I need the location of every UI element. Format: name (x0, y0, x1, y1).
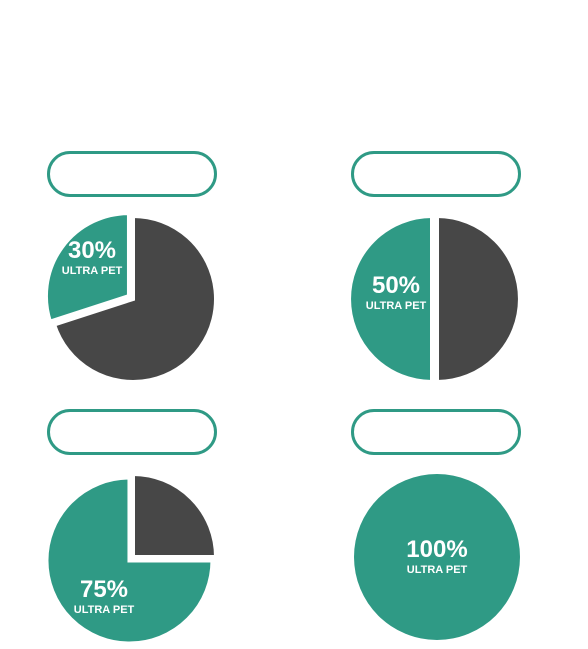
chart-50-percent: 50% ULTRA PET (347, 151, 551, 391)
percent-label: 75% (80, 576, 128, 603)
label-pill (47, 409, 217, 455)
chart-100-percent: 100% ULTRA PET (351, 409, 551, 649)
chart-75-percent: 75% ULTRA PET (44, 409, 247, 649)
label-pill (47, 151, 217, 197)
pie-slice-ultra-pet (44, 211, 131, 325)
pie-slice-remainder (435, 213, 522, 385)
pie-chart: 75%ULTRA PET (44, 471, 219, 646)
pie-chart: 30%ULTRA PET (44, 211, 218, 384)
label-pill (351, 151, 521, 197)
pie-slice-ultra-pet (44, 475, 215, 646)
percent-label: 100% (406, 536, 467, 563)
ultra-pet-label: ULTRA PET (407, 564, 468, 576)
ultra-pet-label: ULTRA PET (366, 300, 427, 312)
ultra-pet-label: ULTRA PET (74, 604, 135, 616)
pie-slice-remainder (131, 471, 219, 559)
pie-chart: 100%ULTRA PET (354, 474, 520, 640)
pie-chart: 50%ULTRA PET (347, 213, 522, 385)
chart-30-percent: 30% ULTRA PET (44, 151, 247, 391)
pie-slice-ultra-pet (354, 474, 520, 640)
label-pill (351, 409, 521, 455)
percent-label: 50% (372, 272, 420, 299)
pie-slice-ultra-pet (347, 213, 434, 385)
pie-slice-remainder (51, 213, 218, 384)
ultra-pet-label: ULTRA PET (62, 265, 123, 277)
percent-label: 30% (68, 237, 116, 264)
